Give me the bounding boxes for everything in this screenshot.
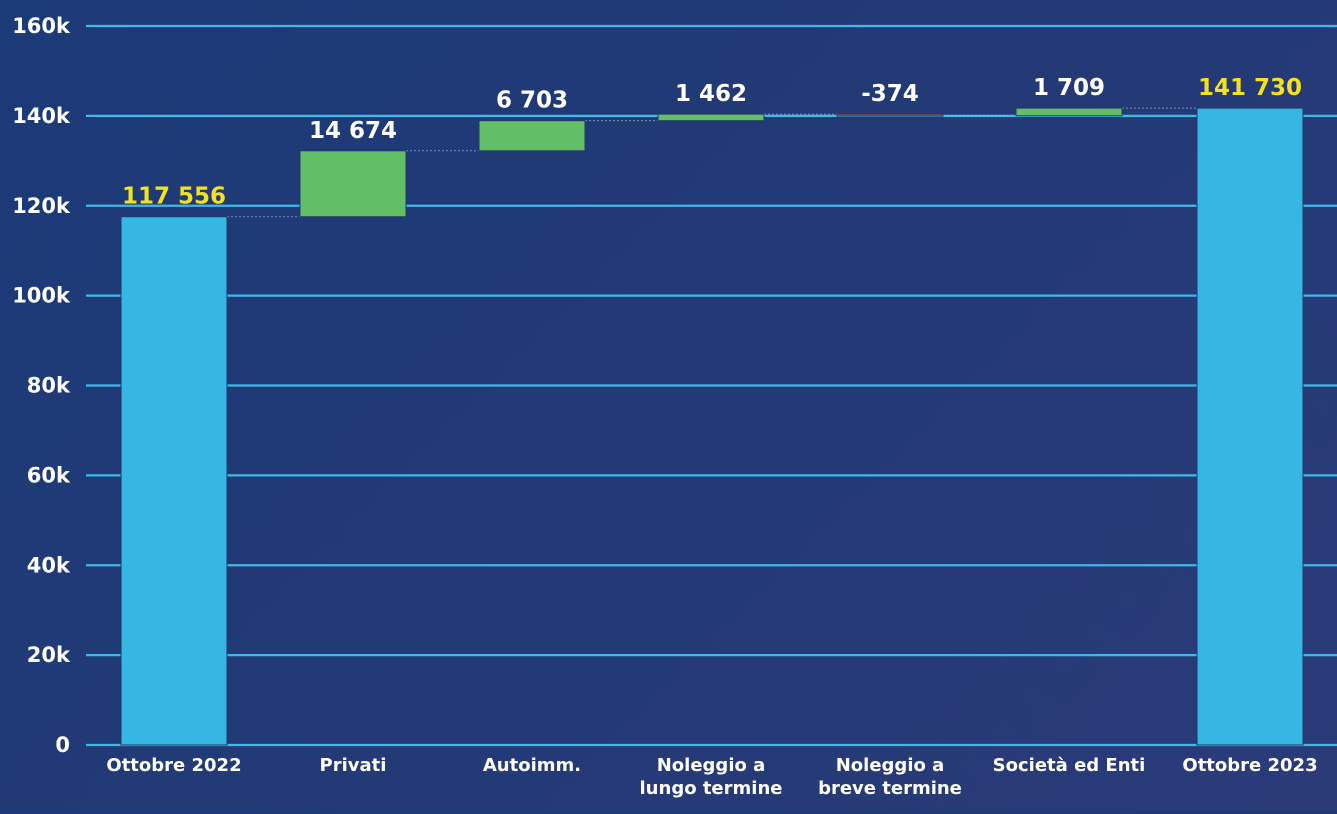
y-axis-ticks: 0 20k 40k 60k 80k 100k 120k 140k 160k	[12, 14, 71, 757]
value-labels: 117 556 14 674 6 703 1 462 -374 1 709 141 730	[122, 75, 1302, 210]
y-tick-label: 100k	[12, 284, 71, 308]
x-axis-ticks: Ottobre 2022 Privati Autoimm. Noleggio alun…	[106, 755, 1317, 799]
y-tick-label: 0	[55, 733, 70, 757]
total-bar	[1196, 107, 1304, 746]
delta-bar	[1015, 107, 1123, 117]
delta-bar	[657, 113, 765, 122]
y-tick-label: 40k	[27, 553, 71, 577]
delta-bar	[478, 120, 586, 152]
value-label: 14 674	[309, 118, 397, 144]
x-tick-label: breve termine	[818, 778, 962, 799]
value-label: 141 730	[1198, 75, 1302, 101]
value-label: 117 556	[122, 184, 226, 210]
value-label: 1 709	[1033, 75, 1105, 101]
x-tick-label: Ottobre 2022	[106, 755, 241, 776]
delta-bar	[299, 150, 407, 218]
total-bar	[120, 216, 228, 746]
x-tick-label: Privati	[320, 755, 387, 776]
x-tick-label: Noleggio a	[836, 755, 945, 776]
x-tick-label: lungo termine	[640, 778, 783, 799]
x-tick-label: Ottobre 2023	[1182, 755, 1317, 776]
connectors	[227, 107, 1197, 218]
delta-bar	[836, 113, 944, 117]
bars	[120, 107, 1304, 746]
x-tick-label: Noleggio a	[657, 755, 766, 776]
y-tick-label: 20k	[27, 643, 71, 667]
y-tick-label: 120k	[12, 194, 71, 218]
y-tick-label: 80k	[27, 374, 71, 398]
value-label: -374	[861, 81, 919, 107]
gridlines	[86, 24, 1337, 747]
x-tick-label: Autoimm.	[483, 755, 581, 776]
y-tick-label: 160k	[12, 14, 71, 38]
value-label: 6 703	[496, 88, 568, 114]
y-tick-label: 140k	[12, 104, 71, 128]
y-tick-label: 60k	[27, 463, 71, 487]
x-tick-label: Società ed Enti	[993, 755, 1146, 776]
value-label: 1 462	[675, 81, 747, 107]
